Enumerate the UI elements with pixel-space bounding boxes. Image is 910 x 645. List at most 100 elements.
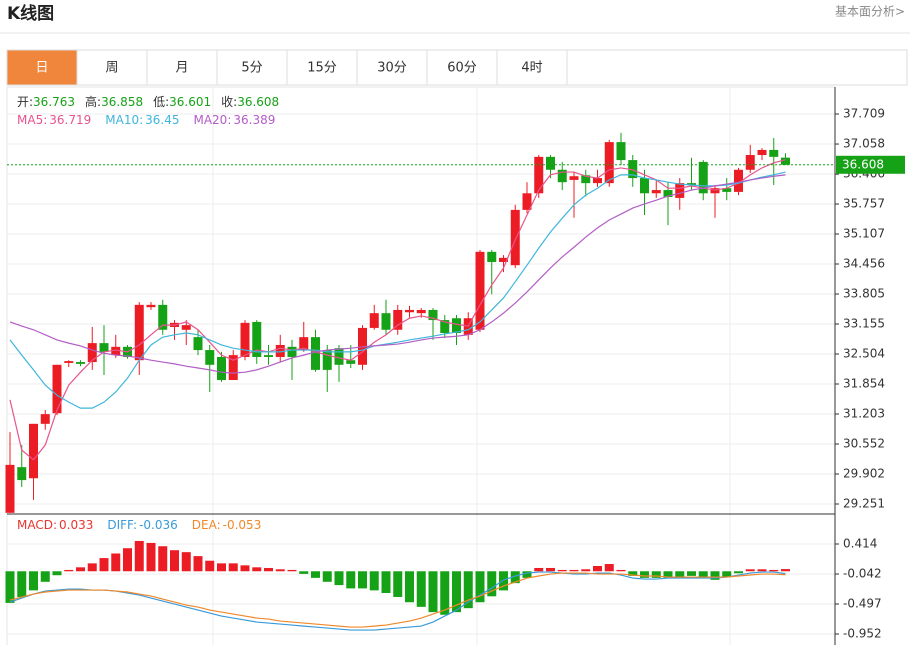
macd-bar — [134, 540, 144, 572]
macd-bar — [181, 552, 191, 572]
candle-body — [722, 188, 732, 192]
candle-body — [781, 157, 790, 165]
macd-bar — [710, 571, 720, 580]
candle-body — [745, 155, 755, 170]
candle-body — [240, 322, 250, 357]
candle-body — [675, 183, 685, 198]
tab-label[interactable]: 4时 — [521, 61, 542, 76]
candle-body — [205, 350, 215, 365]
macd-bar — [346, 571, 356, 589]
candle-body — [593, 178, 602, 184]
legend-label: DEA: — [192, 518, 221, 532]
legend-label: MA20: — [193, 113, 231, 127]
candle-body — [99, 343, 109, 352]
candle-body — [769, 149, 779, 157]
ohlc-info: 开:36.763 高:36.858 低:36.601 收:36.608 — [17, 94, 279, 109]
candle-body — [510, 209, 520, 266]
macd-bar — [158, 546, 168, 572]
macd-bar — [40, 571, 50, 582]
tab[interactable] — [6, 49, 78, 86]
macd-bar — [475, 571, 485, 603]
macd-bar — [123, 548, 132, 572]
ohlc-value: 36.601 — [169, 95, 211, 109]
ohlc-label: 高: — [85, 94, 101, 109]
macd-bar — [616, 569, 626, 572]
tab[interactable] — [426, 49, 498, 86]
ma-line — [9, 174, 786, 374]
tab[interactable] — [356, 49, 428, 86]
macd-bar — [581, 569, 591, 572]
tab-label[interactable]: 5分 — [241, 61, 262, 76]
analysis-link[interactable]: 基本面分析> — [835, 5, 905, 19]
tab-label[interactable]: 月 — [175, 61, 188, 76]
ohlc-value: 36.608 — [237, 95, 279, 109]
candle-body — [651, 190, 661, 194]
tab[interactable] — [496, 49, 568, 86]
macd-bar — [734, 571, 743, 574]
ma-line — [9, 171, 786, 409]
candle-body — [228, 355, 238, 381]
candle-body — [534, 156, 544, 194]
tab-label[interactable]: 30分 — [377, 61, 407, 76]
candle-body — [757, 149, 767, 156]
candle-body — [663, 190, 673, 197]
y-tick-label: 37.709 — [843, 107, 885, 121]
candle-body — [698, 161, 708, 194]
macd-bar — [405, 571, 414, 603]
candle-body — [193, 337, 203, 351]
tab[interactable] — [216, 49, 288, 86]
macd-bar — [52, 571, 62, 576]
macd-bar — [193, 556, 203, 572]
legend-label: MA5: — [17, 113, 47, 127]
candle-body — [76, 362, 85, 364]
legend-value: -0.036 — [139, 518, 178, 532]
candle-body — [640, 178, 649, 194]
macd-bar — [87, 563, 97, 572]
macd-bar — [546, 567, 555, 572]
legend-value: -0.053 — [223, 518, 262, 532]
legend-value: 0.033 — [59, 518, 93, 532]
macd-bar — [522, 571, 532, 578]
legend-value: 36.719 — [49, 113, 91, 127]
candle-body — [299, 337, 309, 351]
macd-bar — [757, 569, 767, 572]
macd-bar — [299, 571, 309, 574]
tab-label[interactable]: 周 — [105, 61, 118, 76]
legend: MACD: 0.033 DIFF: -0.036 DEA: -0.053 — [17, 518, 261, 532]
candle-body — [616, 142, 626, 161]
y-tick-label: -0.952 — [843, 626, 882, 640]
candle-body — [581, 175, 591, 184]
macd-bar — [687, 571, 696, 576]
macd-bar — [146, 542, 156, 572]
tab-label[interactable]: 日 — [35, 61, 48, 76]
candle-body — [393, 309, 403, 330]
candlestick-panel: 29.251 29.902 30.552 31.203 31.854 32.504 33.1… — [5, 94, 905, 513]
macd-bar — [369, 571, 379, 591]
candle-body — [87, 343, 97, 363]
y-tick-label: 31.854 — [843, 376, 885, 390]
candle-body — [440, 320, 450, 333]
candle-body — [146, 304, 156, 308]
y-tick-label: -0.497 — [843, 597, 882, 611]
candle-body — [428, 309, 438, 321]
tab-label[interactable]: 15分 — [307, 61, 337, 76]
legend-value: 36.389 — [233, 113, 275, 127]
tab-label[interactable]: 60分 — [447, 61, 477, 76]
price-tag — [836, 155, 905, 174]
candle-body — [40, 414, 50, 424]
tab[interactable] — [146, 49, 218, 86]
candle-body — [522, 193, 532, 210]
candle-body — [181, 325, 191, 330]
macd-bar — [5, 571, 15, 603]
macd-bar — [264, 567, 273, 572]
candle-body — [134, 304, 144, 361]
ohlc-value: 36.763 — [33, 95, 75, 109]
candle-body — [710, 188, 720, 194]
macd-bar — [698, 571, 708, 578]
macd-bar — [675, 571, 685, 578]
ohlc-label: 低: — [153, 95, 169, 109]
macd-bar — [651, 571, 661, 578]
macd-bar — [217, 563, 226, 572]
macd-bar — [64, 569, 74, 572]
